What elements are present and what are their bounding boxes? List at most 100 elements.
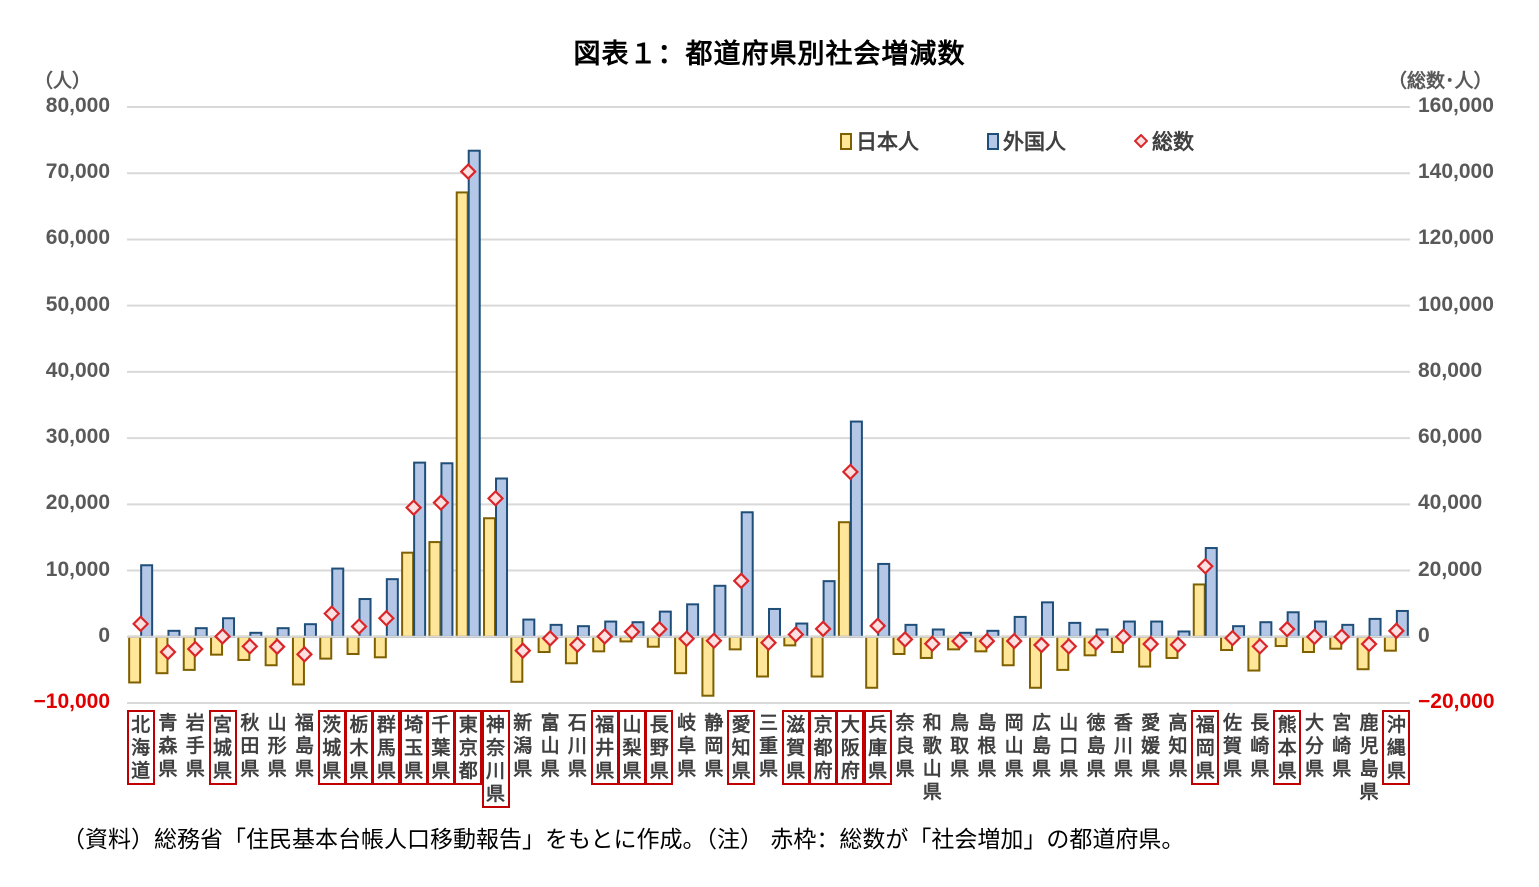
- legend-item-japanese: 日本人: [840, 126, 919, 156]
- left-tick-label: 30,000: [45, 425, 110, 449]
- total-marker: [650, 620, 668, 638]
- right-tick-label: 120,000: [1418, 226, 1494, 250]
- legend-label-total: 総数: [1152, 130, 1194, 154]
- category-label: 愛知県: [727, 710, 756, 785]
- category-label: 山口県: [1059, 712, 1079, 780]
- foreign-bar: [1150, 620, 1164, 638]
- total-marker: [1142, 635, 1160, 653]
- category-label: 富山県: [540, 712, 560, 780]
- left-tick-label: 20,000: [45, 491, 110, 515]
- total-marker: [541, 629, 559, 647]
- category-label: 大阪府: [836, 710, 865, 785]
- category-label: 福島県: [294, 712, 314, 780]
- category-label: 宮崎県: [1332, 712, 1352, 780]
- total-marker: [432, 494, 450, 512]
- category-label: 香川県: [1113, 712, 1133, 780]
- total-marker: [841, 463, 859, 481]
- foreign-bar: [413, 461, 427, 638]
- japanese-bar: [483, 517, 497, 638]
- total-marker: [1169, 636, 1187, 654]
- japanese-bar: [373, 635, 387, 659]
- category-label: 奈良県: [895, 712, 915, 780]
- total-marker: [1087, 633, 1105, 651]
- category-label: 和歌山県: [922, 712, 942, 803]
- japanese-bar: [401, 551, 415, 638]
- category-label: 岐阜県: [677, 712, 697, 780]
- total-marker: [1360, 635, 1378, 653]
- foreign-bar: [194, 627, 208, 638]
- japanese-bar: [346, 635, 360, 655]
- total-marker: [568, 636, 586, 654]
- foreign-bar: [576, 625, 590, 638]
- foreign-bar: [467, 149, 481, 638]
- japanese-bar: [810, 635, 824, 678]
- foreign-bar: [276, 627, 290, 638]
- right-tick-label: 80,000: [1418, 358, 1483, 382]
- right-axis-unit: （総数･人）: [1388, 70, 1493, 92]
- category-label: 京都府: [809, 710, 838, 785]
- category-label: 神奈川県: [481, 710, 510, 808]
- category-label: 滋賀県: [781, 710, 810, 785]
- category-label: 三重県: [758, 712, 778, 780]
- left-tick-label: 10,000: [45, 557, 110, 581]
- legend-label-foreign: 外国人: [1003, 130, 1066, 154]
- japanese-swatch-icon: [840, 132, 852, 150]
- japanese-bar: [428, 541, 442, 638]
- left-tick-label: 50,000: [45, 292, 110, 316]
- total-marker: [869, 617, 887, 635]
- japanese-bar: [455, 191, 469, 638]
- total-marker: [1333, 628, 1351, 646]
- chart-title: 図表１：都道府県別社会増減数: [573, 39, 966, 70]
- left-tick-label: 70,000: [45, 160, 110, 184]
- category-label: 長野県: [645, 710, 674, 785]
- total-marker: [350, 617, 368, 636]
- total-marker: [678, 630, 696, 648]
- legend: 日本人 外国人 総数: [840, 126, 1194, 156]
- total-marker: [623, 623, 641, 641]
- foreign-bar: [385, 578, 399, 638]
- category-label: 福岡県: [1191, 710, 1220, 785]
- total-marker: [705, 632, 723, 650]
- left-tick-label: 0: [98, 623, 110, 647]
- total-marker: [951, 632, 969, 650]
- total-marker: [1305, 628, 1324, 646]
- foreign-bar: [768, 607, 781, 638]
- foreign-bar: [303, 623, 317, 638]
- right-tick-label: 40,000: [1418, 491, 1483, 515]
- foreign-swatch-icon: [987, 132, 999, 150]
- legend-label-japanese: 日本人: [856, 130, 919, 154]
- legend-item-foreign: 外国人: [987, 126, 1066, 156]
- left-axis-unit: （人）: [34, 70, 92, 92]
- category-label: 秋田県: [240, 712, 260, 780]
- right-tick-label: 100,000: [1418, 292, 1494, 316]
- right-tick-label: −20,000: [1418, 690, 1495, 713]
- category-label: 熊本県: [1273, 710, 1302, 785]
- category-label: 岡山県: [1004, 712, 1024, 780]
- legend-item-total: 総数: [1134, 126, 1194, 156]
- total-marker: [596, 627, 614, 646]
- category-label: 山梨県: [618, 710, 646, 785]
- japanese-bar: [865, 635, 879, 689]
- category-label: 山形県: [267, 712, 287, 780]
- foreign-bar: [1040, 601, 1054, 638]
- right-tick-label: 0: [1418, 623, 1430, 647]
- japanese-bar: [1383, 635, 1397, 652]
- left-tick-label: 60,000: [45, 226, 110, 250]
- category-label: 静岡県: [704, 712, 724, 780]
- diamond-marker-icon: [1134, 134, 1148, 148]
- foreign-bar: [1259, 621, 1273, 638]
- total-marker: [268, 638, 286, 656]
- foreign-bar: [1068, 621, 1082, 638]
- category-label: 栃木県: [345, 710, 374, 785]
- total-marker: [241, 637, 259, 655]
- category-label: 福井県: [590, 710, 619, 785]
- category-label: 新潟県: [513, 712, 533, 780]
- category-label: 東京都: [454, 710, 483, 785]
- category-label: 群馬県: [372, 710, 401, 785]
- category-label: 千葉県: [426, 710, 455, 785]
- category-label: 宮城県: [208, 710, 237, 785]
- total-marker: [759, 634, 778, 652]
- japanese-bar: [319, 635, 333, 660]
- total-marker: [377, 609, 395, 627]
- category-label: 愛媛県: [1141, 712, 1161, 780]
